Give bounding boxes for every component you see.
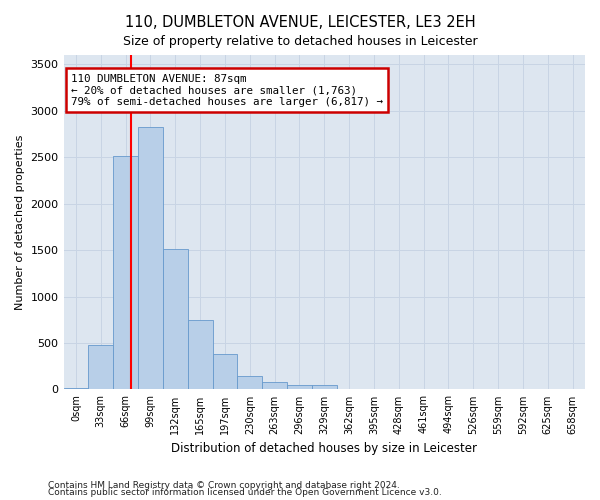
Bar <box>138 128 163 390</box>
Bar <box>212 354 238 390</box>
Bar <box>64 388 88 390</box>
Text: Contains HM Land Registry data © Crown copyright and database right 2024.: Contains HM Land Registry data © Crown c… <box>48 480 400 490</box>
X-axis label: Distribution of detached houses by size in Leicester: Distribution of detached houses by size … <box>171 442 477 455</box>
Bar <box>88 345 113 390</box>
Bar <box>262 382 287 390</box>
Bar <box>188 320 212 390</box>
Y-axis label: Number of detached properties: Number of detached properties <box>15 134 25 310</box>
Bar <box>238 376 262 390</box>
Bar <box>287 385 312 390</box>
Bar <box>312 385 337 390</box>
Bar <box>163 249 188 390</box>
Text: 110, DUMBLETON AVENUE, LEICESTER, LE3 2EH: 110, DUMBLETON AVENUE, LEICESTER, LE3 2E… <box>125 15 475 30</box>
Text: Size of property relative to detached houses in Leicester: Size of property relative to detached ho… <box>122 35 478 48</box>
Text: 110 DUMBLETON AVENUE: 87sqm
← 20% of detached houses are smaller (1,763)
79% of : 110 DUMBLETON AVENUE: 87sqm ← 20% of det… <box>71 74 383 107</box>
Text: Contains public sector information licensed under the Open Government Licence v3: Contains public sector information licen… <box>48 488 442 497</box>
Bar <box>113 156 138 390</box>
